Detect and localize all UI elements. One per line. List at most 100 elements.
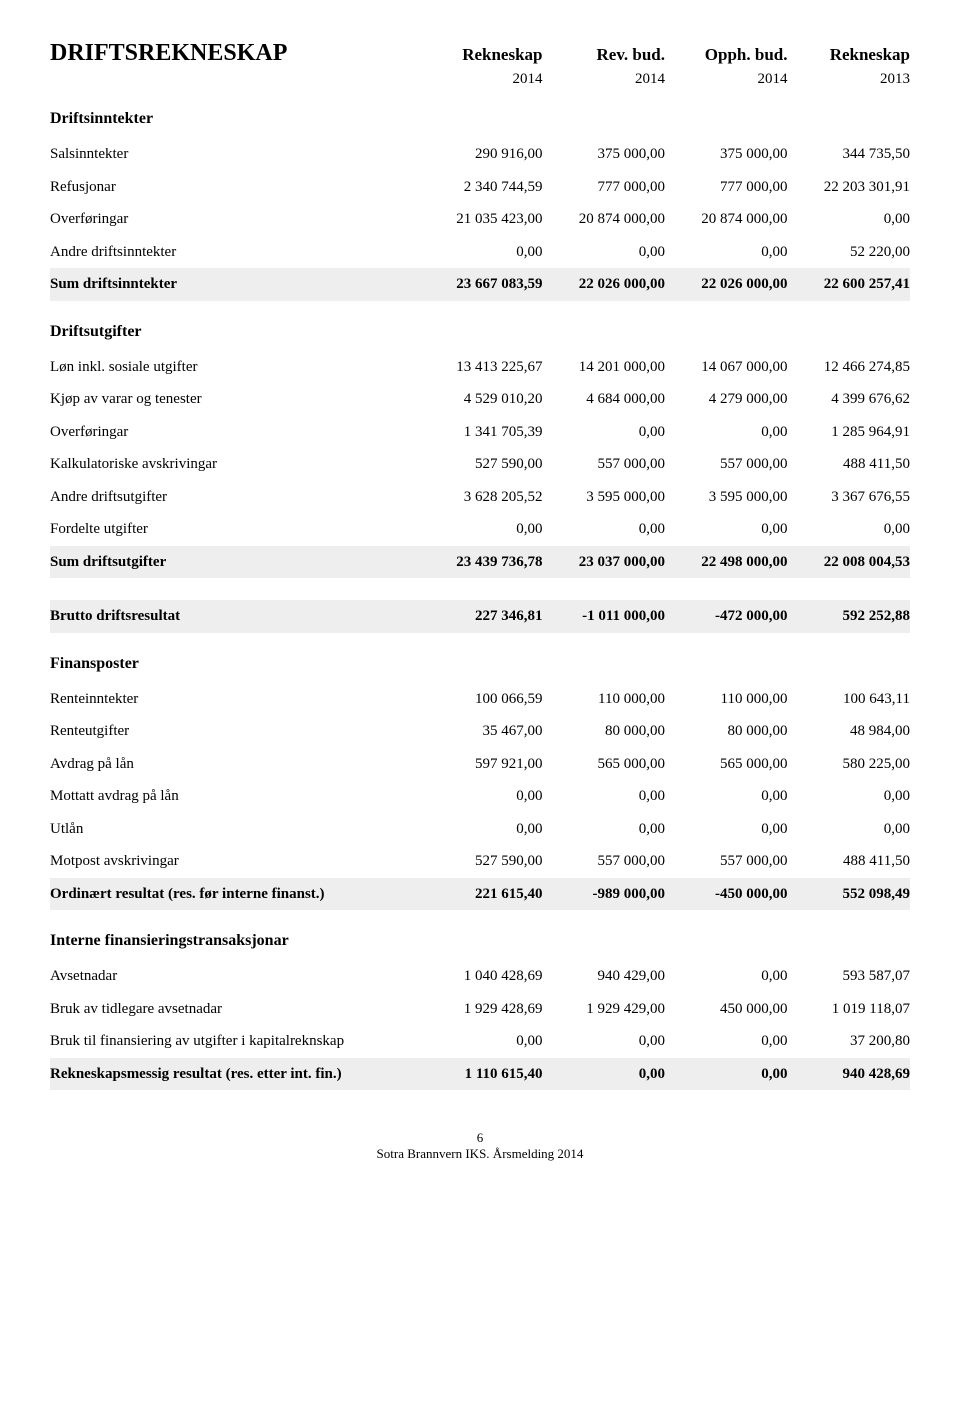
row-value: 0,00 xyxy=(788,518,911,541)
table-row: Andre driftsutgifter3 628 205,523 595 00… xyxy=(50,481,910,514)
year-4: 2013 xyxy=(788,71,911,88)
footer-caption: Sotra Brannvern IKS. Årsmelding 2014 xyxy=(50,1146,910,1162)
row-value: 565 000,00 xyxy=(665,753,788,776)
year-2: 2014 xyxy=(543,71,666,88)
row-value: 1 110 615,40 xyxy=(420,1063,543,1086)
row-label: Utlån xyxy=(50,818,420,841)
row-value: 13 413 225,67 xyxy=(420,356,543,379)
row-value: 0,00 xyxy=(543,818,666,841)
row-value: 488 411,50 xyxy=(788,453,911,476)
row-value: 12 466 274,85 xyxy=(788,356,911,379)
row-value: 557 000,00 xyxy=(543,850,666,873)
row-value: 22 026 000,00 xyxy=(543,273,666,296)
row-value: 1 929 428,69 xyxy=(420,998,543,1021)
row-value: 0,00 xyxy=(420,518,543,541)
table-row: Kalkulatoriske avskrivingar527 590,00557… xyxy=(50,448,910,481)
row-value: 227 346,81 xyxy=(420,605,543,628)
row-value: 3 595 000,00 xyxy=(543,486,666,509)
row-label: Ordinært resultat (res. før interne fina… xyxy=(50,883,420,906)
row-value: 0,00 xyxy=(788,818,911,841)
row-value: 557 000,00 xyxy=(665,453,788,476)
year-3: 2014 xyxy=(665,71,788,88)
year-row: 2014 2014 2014 2013 xyxy=(50,71,910,88)
row-value: 20 874 000,00 xyxy=(543,208,666,231)
sum-row: Sum driftsinntekter23 667 083,5922 026 0… xyxy=(50,268,910,301)
row-value: 4 399 676,62 xyxy=(788,388,911,411)
row-label: Fordelte utgifter xyxy=(50,518,420,541)
table-row: Mottatt avdrag på lån0,000,000,000,00 xyxy=(50,780,910,813)
row-label: Mottatt avdrag på lån xyxy=(50,785,420,808)
table-row: Avsetnadar1 040 428,69940 429,000,00593 … xyxy=(50,960,910,993)
row-value: 48 984,00 xyxy=(788,720,911,743)
row-value: 110 000,00 xyxy=(665,688,788,711)
table-row: Fordelte utgifter0,000,000,000,00 xyxy=(50,513,910,546)
row-value: 777 000,00 xyxy=(543,176,666,199)
row-value: 375 000,00 xyxy=(665,143,788,166)
row-value: 2 340 744,59 xyxy=(420,176,543,199)
table-row: Salsinntekter290 916,00375 000,00375 000… xyxy=(50,138,910,171)
row-value: 488 411,50 xyxy=(788,850,911,873)
page-footer: 6 Sotra Brannvern IKS. Årsmelding 2014 xyxy=(50,1130,910,1162)
row-value: 0,00 xyxy=(543,1030,666,1053)
row-value: 0,00 xyxy=(420,818,543,841)
row-value: 22 026 000,00 xyxy=(665,273,788,296)
row-value: 23 667 083,59 xyxy=(420,273,543,296)
row-value: 0,00 xyxy=(543,1063,666,1086)
row-label: Overføringar xyxy=(50,208,420,231)
row-value: 290 916,00 xyxy=(420,143,543,166)
row-value: 450 000,00 xyxy=(665,998,788,1021)
table-row: Avdrag på lån597 921,00565 000,00565 000… xyxy=(50,748,910,781)
row-value: 1 285 964,91 xyxy=(788,421,911,444)
row-label: Avsetnadar xyxy=(50,965,420,988)
row-value: -450 000,00 xyxy=(665,883,788,906)
row-label: Sum driftsutgifter xyxy=(50,551,420,574)
sum-row: Rekneskapsmessig resultat (res. etter in… xyxy=(50,1058,910,1091)
row-value: 14 067 000,00 xyxy=(665,356,788,379)
section-heading: Interne finansieringstransaksjonar xyxy=(50,932,910,950)
row-value: 552 098,49 xyxy=(788,883,911,906)
row-value: 580 225,00 xyxy=(788,753,911,776)
row-label: Rekneskapsmessig resultat (res. etter in… xyxy=(50,1063,420,1086)
row-value: 221 615,40 xyxy=(420,883,543,906)
row-value: 527 590,00 xyxy=(420,453,543,476)
row-value: 344 735,50 xyxy=(788,143,911,166)
row-label: Bruk av tidlegare avsetnadar xyxy=(50,998,420,1021)
row-value: 80 000,00 xyxy=(543,720,666,743)
section-heading: Finansposter xyxy=(50,655,910,673)
section-heading: Driftsutgifter xyxy=(50,323,910,341)
row-value: 22 203 301,91 xyxy=(788,176,911,199)
row-label: Refusjonar xyxy=(50,176,420,199)
table-row: Løn inkl. sosiale utgifter13 413 225,671… xyxy=(50,351,910,384)
row-value: 100 643,11 xyxy=(788,688,911,711)
row-value: 375 000,00 xyxy=(543,143,666,166)
table-row: Overføringar21 035 423,0020 874 000,0020… xyxy=(50,203,910,236)
table-row: Bruk til finansiering av utgifter i kapi… xyxy=(50,1025,910,1058)
row-value: 1 040 428,69 xyxy=(420,965,543,988)
row-label: Løn inkl. sosiale utgifter xyxy=(50,356,420,379)
row-value: 21 035 423,00 xyxy=(420,208,543,231)
row-value: -472 000,00 xyxy=(665,605,788,628)
row-value: 14 201 000,00 xyxy=(543,356,666,379)
row-value: 597 921,00 xyxy=(420,753,543,776)
row-label: Bruk til finansiering av utgifter i kapi… xyxy=(50,1030,420,1053)
col-header-4: Rekneskap xyxy=(788,45,911,65)
row-value: 0,00 xyxy=(665,241,788,264)
row-value: 0,00 xyxy=(543,421,666,444)
row-value: 52 220,00 xyxy=(788,241,911,264)
row-value: 940 429,00 xyxy=(543,965,666,988)
row-value: 22 498 000,00 xyxy=(665,551,788,574)
row-value: 557 000,00 xyxy=(543,453,666,476)
page-title: DRIFTSREKNESKAP xyxy=(50,40,420,67)
row-value: 35 467,00 xyxy=(420,720,543,743)
row-value: 0,00 xyxy=(665,818,788,841)
table-row: Bruk av tidlegare avsetnadar1 929 428,69… xyxy=(50,993,910,1026)
table-row: Renteutgifter35 467,0080 000,0080 000,00… xyxy=(50,715,910,748)
sum-row: Ordinært resultat (res. før interne fina… xyxy=(50,878,910,911)
row-value: 593 587,07 xyxy=(788,965,911,988)
table-row: Andre driftsinntekter0,000,000,0052 220,… xyxy=(50,236,910,269)
row-label: Andre driftsutgifter xyxy=(50,486,420,509)
row-value: 0,00 xyxy=(543,785,666,808)
row-value: 3 595 000,00 xyxy=(665,486,788,509)
row-value: 22 600 257,41 xyxy=(788,273,911,296)
row-value: 0,00 xyxy=(665,785,788,808)
